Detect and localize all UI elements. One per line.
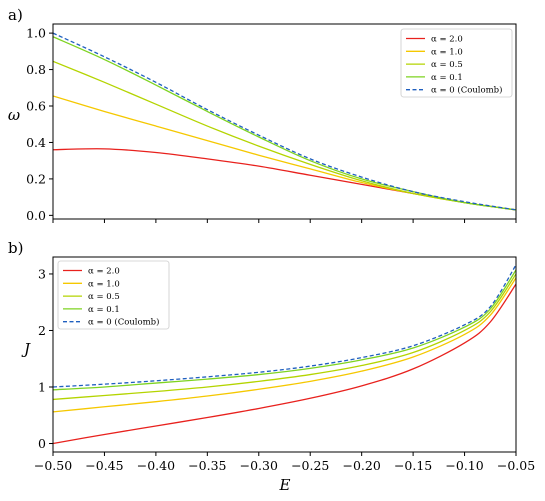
x-tick-label-1: −0.45 (85, 458, 123, 473)
legend-label-3: α = 0.1 (431, 73, 463, 83)
series-lines (53, 32, 516, 211)
legend: α = 2.0 α = 1.0 α = 0.5 α = 0.1 α = 0 (Coulo… (57, 260, 170, 330)
legend-box (400, 28, 513, 98)
legend: α = 2.0 α = 1.0 α = 0.5 α = 0.1 α = 0 (Coulo… (400, 28, 513, 98)
x-tick-label-3: −0.35 (188, 458, 226, 473)
x-tick-label-6: −0.20 (343, 458, 381, 473)
series-line-0 (53, 148, 516, 211)
y-tick-label-5: 1.0 (26, 26, 46, 41)
series-line-2 (53, 60, 516, 211)
panel-a: 0.0 0.2 0.4 0.6 0.8 1.0a) ω α = 2.0 α = 1.0 α = 0… (8, 6, 517, 223)
legend-label-3: α = 0.1 (88, 305, 120, 315)
panel-label: a) (8, 6, 23, 24)
legend-label-0: α = 2.0 (431, 35, 463, 45)
y-axis-label: J (21, 340, 31, 358)
series-line-3 (53, 36, 516, 211)
y-tick-label-1: 0.2 (26, 171, 46, 186)
y-axis-label: ω (8, 106, 20, 124)
legend-label-2: α = 0.5 (88, 292, 120, 302)
x-tick-label-5: −0.25 (291, 458, 329, 473)
series-line-1 (53, 277, 516, 413)
y-tick-label-3: 3 (38, 266, 46, 281)
series-line-4 (53, 264, 516, 388)
legend-label-2: α = 0.5 (431, 60, 463, 70)
x-tick-label-8: −0.10 (445, 458, 483, 473)
y-tick-label-3: 0.6 (26, 99, 46, 114)
series-line-1 (53, 95, 516, 211)
y-tick-label-4: 0.8 (26, 62, 46, 77)
axes-frame (52, 23, 517, 220)
series-line-4 (53, 32, 516, 211)
legend-box (57, 260, 170, 330)
y-tick-label-2: 0.4 (26, 135, 46, 150)
legend-label-4: α = 0 (Coulomb) (431, 85, 502, 96)
series-lines (53, 264, 516, 445)
x-tick-label-0: −0.50 (34, 458, 72, 473)
legend-label-0: α = 2.0 (88, 267, 120, 277)
x-tick-label-9: −0.05 (497, 458, 535, 473)
panel-b: −0.50 −0.45 −0.40 −0.35 −0.30 −0.25 −0.20 −0.15… (8, 239, 535, 494)
y-tick-label-0: 0.0 (26, 208, 46, 223)
series-line-2 (53, 273, 516, 401)
x-tick-label-7: −0.15 (394, 458, 432, 473)
x-tick-label-4: −0.30 (240, 458, 278, 473)
x-tick-label-2: −0.40 (137, 458, 175, 473)
panel-label: b) (8, 239, 23, 257)
legend-label-1: α = 1.0 (88, 279, 120, 289)
series-line-0 (53, 283, 516, 445)
legend-label-4: α = 0 (Coulomb) (88, 317, 159, 328)
axes-frame (52, 256, 517, 453)
y-tick-label-0: 0 (38, 436, 46, 451)
x-axis-label: E (279, 476, 291, 494)
y-tick-label-1: 1 (38, 380, 46, 395)
y-tick-label-2: 2 (38, 323, 46, 338)
legend-label-1: α = 1.0 (431, 47, 463, 57)
series-line-3 (53, 269, 516, 391)
